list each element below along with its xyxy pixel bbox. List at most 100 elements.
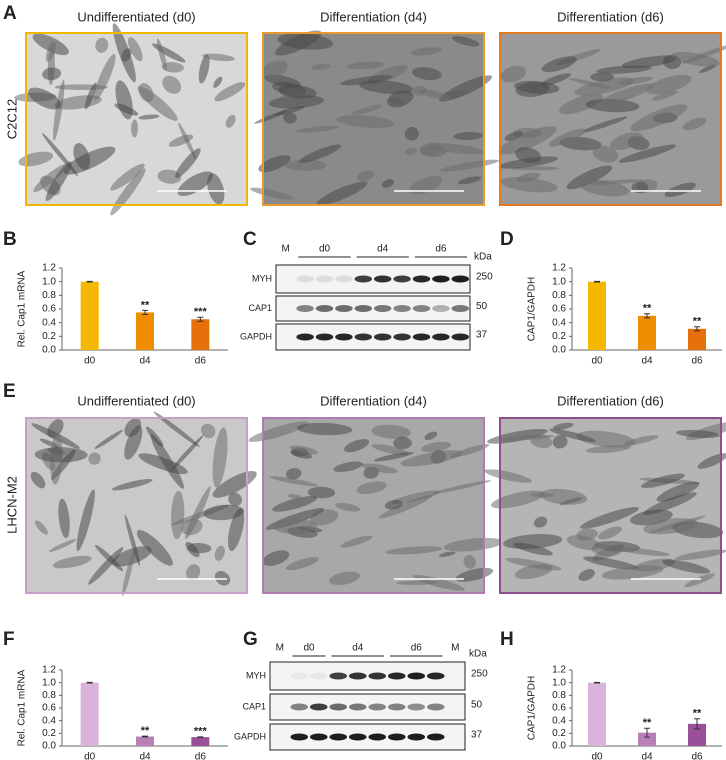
cell	[110, 168, 146, 216]
error-bar	[142, 309, 148, 315]
image-title: Differentiation (d4)	[320, 393, 427, 408]
cells	[14, 23, 246, 216]
blot-band	[296, 333, 314, 341]
cell	[396, 580, 437, 586]
cell	[351, 104, 383, 115]
lane-label: M	[276, 643, 284, 654]
error-bar	[644, 727, 650, 738]
cell	[643, 492, 697, 515]
cell	[582, 179, 645, 185]
cell	[541, 73, 571, 86]
cell	[42, 132, 79, 177]
blot-band	[426, 672, 445, 680]
cell	[283, 112, 297, 124]
cell	[169, 435, 204, 472]
x-tick-label: d6	[691, 356, 703, 367]
cell	[618, 144, 677, 163]
x-tick-label: d4	[641, 752, 653, 760]
cell	[599, 83, 654, 105]
error-bar	[197, 736, 204, 738]
cell	[122, 551, 135, 597]
y-tick-label: 1.0	[552, 677, 566, 688]
lane-label: d0	[303, 643, 315, 654]
cell	[340, 75, 393, 86]
cells	[250, 30, 499, 206]
cell	[601, 565, 664, 580]
cell	[200, 423, 216, 439]
cell	[162, 75, 182, 94]
cell	[185, 486, 211, 540]
cell	[307, 486, 336, 499]
y-tick-label: 0.2	[552, 728, 566, 739]
lane-label: d4	[377, 244, 389, 255]
cell	[439, 551, 456, 557]
panel-label: F	[3, 629, 15, 650]
bar	[191, 737, 210, 746]
cell	[576, 528, 598, 541]
x-tick-label: d6	[691, 752, 703, 760]
blot-band	[335, 275, 353, 283]
cell	[198, 54, 210, 84]
micrograph-border	[25, 32, 248, 206]
protein-label: MYH	[246, 670, 266, 680]
y-tick-label: 0.6	[42, 703, 56, 714]
blot-band	[309, 672, 328, 680]
x-tick-label: d6	[195, 752, 207, 760]
micrograph-border	[25, 417, 248, 594]
cell	[409, 47, 443, 56]
bar	[588, 682, 606, 746]
cell	[157, 169, 182, 184]
blot-band	[407, 703, 426, 711]
cell	[58, 498, 70, 539]
blot-band	[296, 305, 314, 312]
panel-label: C	[243, 229, 257, 250]
blot-band	[407, 733, 426, 741]
panel-label: H	[500, 629, 514, 650]
cell	[664, 182, 696, 197]
error-bar	[197, 316, 204, 322]
cell	[186, 564, 201, 581]
cell	[549, 428, 596, 443]
cell	[559, 93, 604, 115]
blot-band	[426, 703, 445, 711]
lane-label: M	[282, 244, 290, 255]
blot-band	[290, 733, 309, 741]
cell	[336, 115, 395, 129]
cell	[552, 435, 568, 449]
x-tick-label: d4	[641, 356, 653, 367]
significance: **	[643, 717, 652, 729]
significance: **	[141, 299, 150, 311]
y-axis-label: Rel. Cap1 mRNA	[17, 270, 28, 347]
blot-band	[393, 275, 411, 283]
cell	[295, 125, 340, 133]
cell	[356, 170, 374, 182]
protein-label: CAP1	[248, 303, 272, 313]
blot-band	[329, 703, 348, 711]
panel-label: D	[500, 229, 514, 250]
y-axis-label: Rel. Cap1 mRNA	[17, 669, 28, 746]
y-tick-label: 1.0	[552, 276, 566, 287]
cell	[273, 518, 318, 534]
cell	[553, 422, 574, 430]
cell	[207, 173, 225, 205]
cell	[262, 550, 290, 566]
marker-label: 250	[476, 272, 493, 283]
cell	[574, 77, 635, 96]
blot-band	[315, 305, 334, 312]
y-tick-label: 0.0	[552, 741, 566, 752]
cell	[212, 427, 228, 488]
blot-band	[407, 672, 426, 680]
cell	[42, 67, 62, 81]
cell	[212, 470, 257, 498]
cell	[111, 479, 153, 491]
blot-band	[451, 305, 470, 312]
cell	[674, 549, 726, 561]
cell	[371, 424, 411, 439]
cell	[289, 445, 318, 455]
cell	[284, 159, 327, 171]
cell	[94, 429, 123, 449]
blot-band	[309, 703, 328, 711]
bar	[638, 315, 656, 350]
micrograph-border	[262, 417, 485, 594]
